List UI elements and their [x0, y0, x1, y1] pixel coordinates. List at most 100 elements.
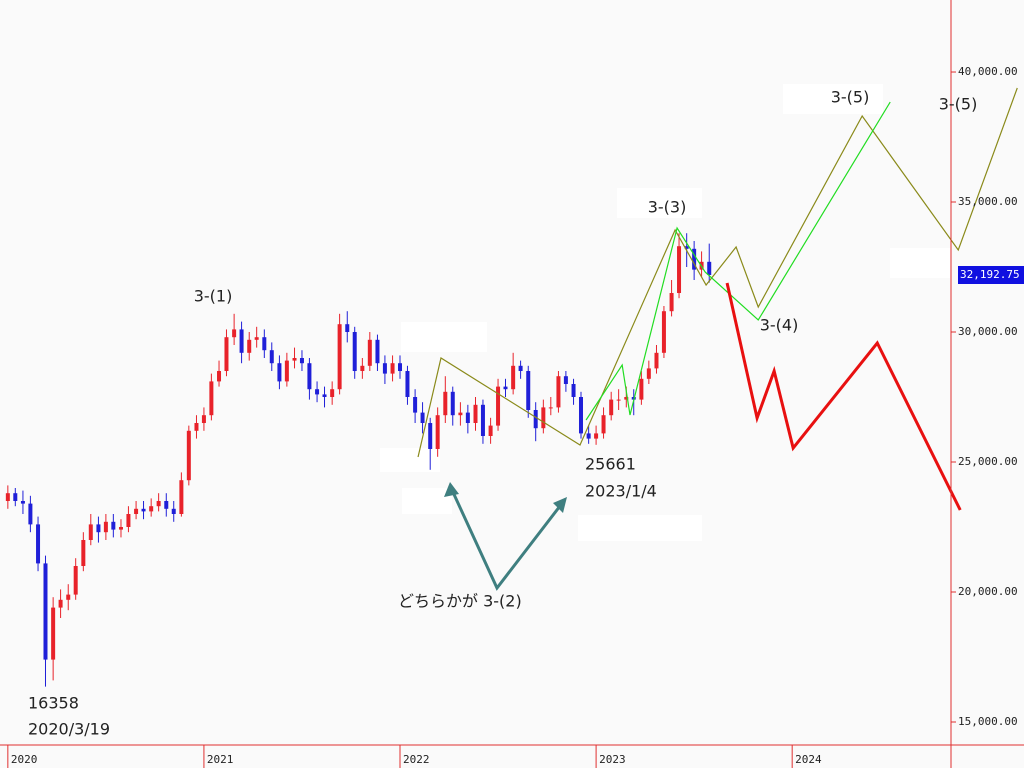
candle-body — [13, 493, 18, 501]
candle-body — [307, 363, 312, 390]
candle-body — [458, 412, 463, 416]
candle-body — [450, 391, 455, 416]
candle-body — [330, 389, 335, 398]
candle-body — [299, 358, 304, 364]
candle-body — [503, 386, 508, 390]
candle-body — [488, 425, 493, 437]
candle-body — [654, 352, 659, 369]
candle-body — [269, 350, 274, 364]
candle-body — [669, 293, 674, 312]
candle-body — [292, 358, 297, 361]
candle-body — [405, 371, 410, 398]
x-tick-label: 2020 — [11, 753, 38, 766]
candle-body — [375, 339, 380, 364]
candle-body — [533, 410, 538, 429]
label-box — [578, 515, 702, 541]
candle-body — [96, 524, 101, 533]
low-date: 2020/3/19 — [28, 720, 110, 739]
candle-body — [428, 423, 433, 450]
candle-body — [337, 324, 342, 390]
x-tick-label: 2024 — [795, 753, 822, 766]
candle-body — [352, 332, 357, 372]
projection-line — [585, 101, 891, 421]
low-date: 2023/1/4 — [585, 482, 657, 501]
candle-body — [563, 376, 568, 385]
plot-area — [5, 87, 1018, 687]
candle-body — [548, 407, 553, 409]
label-box — [783, 84, 883, 114]
candle-body — [284, 360, 289, 382]
candle-body — [164, 500, 169, 509]
y-tick-label: 20,000.00 — [958, 585, 1018, 598]
y-tick-label: 25,000.00 — [958, 455, 1018, 468]
projection-line — [725, 282, 962, 511]
candle-body — [382, 363, 387, 374]
candle-body — [616, 399, 621, 401]
candle-body — [646, 368, 651, 379]
y-tick-label: 30,000.00 — [958, 325, 1018, 338]
candle-body — [367, 339, 372, 366]
candle-body — [186, 430, 191, 481]
candle-body — [473, 404, 478, 424]
candle-body — [684, 246, 689, 249]
label-box — [401, 322, 487, 352]
label-box — [380, 448, 440, 472]
low-value: 25661 — [585, 455, 636, 474]
last-price-box — [958, 265, 1024, 284]
candle-body — [134, 508, 139, 514]
y-tick-label: 15,000.00 — [958, 715, 1018, 728]
candle-body — [586, 433, 591, 439]
candle-body — [480, 404, 485, 437]
low-value: 16358 — [28, 694, 79, 713]
candle-body — [639, 378, 644, 400]
candle-body — [141, 508, 146, 512]
candle-body — [435, 415, 440, 450]
candle-body — [171, 508, 176, 514]
candle-body — [43, 563, 48, 660]
arrows — [444, 482, 567, 591]
candle-body — [156, 500, 161, 507]
candle-body — [28, 503, 33, 525]
candle-body — [496, 386, 501, 426]
candle-body — [36, 524, 41, 564]
candle-body — [58, 599, 63, 608]
label-box — [402, 488, 452, 514]
annotation: 3-(4) — [760, 316, 799, 335]
candle-body — [81, 539, 86, 566]
candle-body — [194, 423, 199, 431]
projection-line — [417, 87, 1018, 458]
candle-body — [360, 365, 365, 372]
candle-body — [541, 407, 546, 429]
candle-body — [322, 394, 327, 398]
label-boxes — [380, 84, 950, 541]
candle-body — [511, 365, 516, 390]
annotation: 3-(1) — [194, 287, 233, 306]
candle-body — [149, 506, 154, 512]
candle-body — [692, 248, 697, 270]
annotation: どちらかが 3-(2) — [398, 592, 522, 611]
candle-body — [224, 337, 229, 372]
candle-body — [209, 381, 214, 416]
y-tick-label: 40,000.00 — [958, 65, 1018, 78]
annotation: 3-(3) — [648, 198, 687, 217]
candle-body — [707, 261, 712, 275]
candle-body — [315, 389, 320, 395]
candle-body — [201, 415, 206, 424]
candle-body — [345, 324, 350, 333]
last-price-label: 32,192.75 — [960, 268, 1020, 281]
label-box — [617, 188, 702, 218]
candle-body — [624, 397, 629, 400]
candle-body — [118, 526, 123, 530]
candle-body — [601, 415, 606, 434]
candle-body — [526, 371, 531, 411]
candle-body — [111, 521, 116, 530]
label-box — [890, 248, 950, 278]
candle-body — [594, 433, 599, 439]
candle-body — [20, 500, 25, 504]
candle-body — [247, 339, 252, 353]
annotation: 3-(5) — [831, 88, 870, 107]
candle-body — [126, 513, 131, 527]
x-tick-label: 2022 — [403, 753, 430, 766]
